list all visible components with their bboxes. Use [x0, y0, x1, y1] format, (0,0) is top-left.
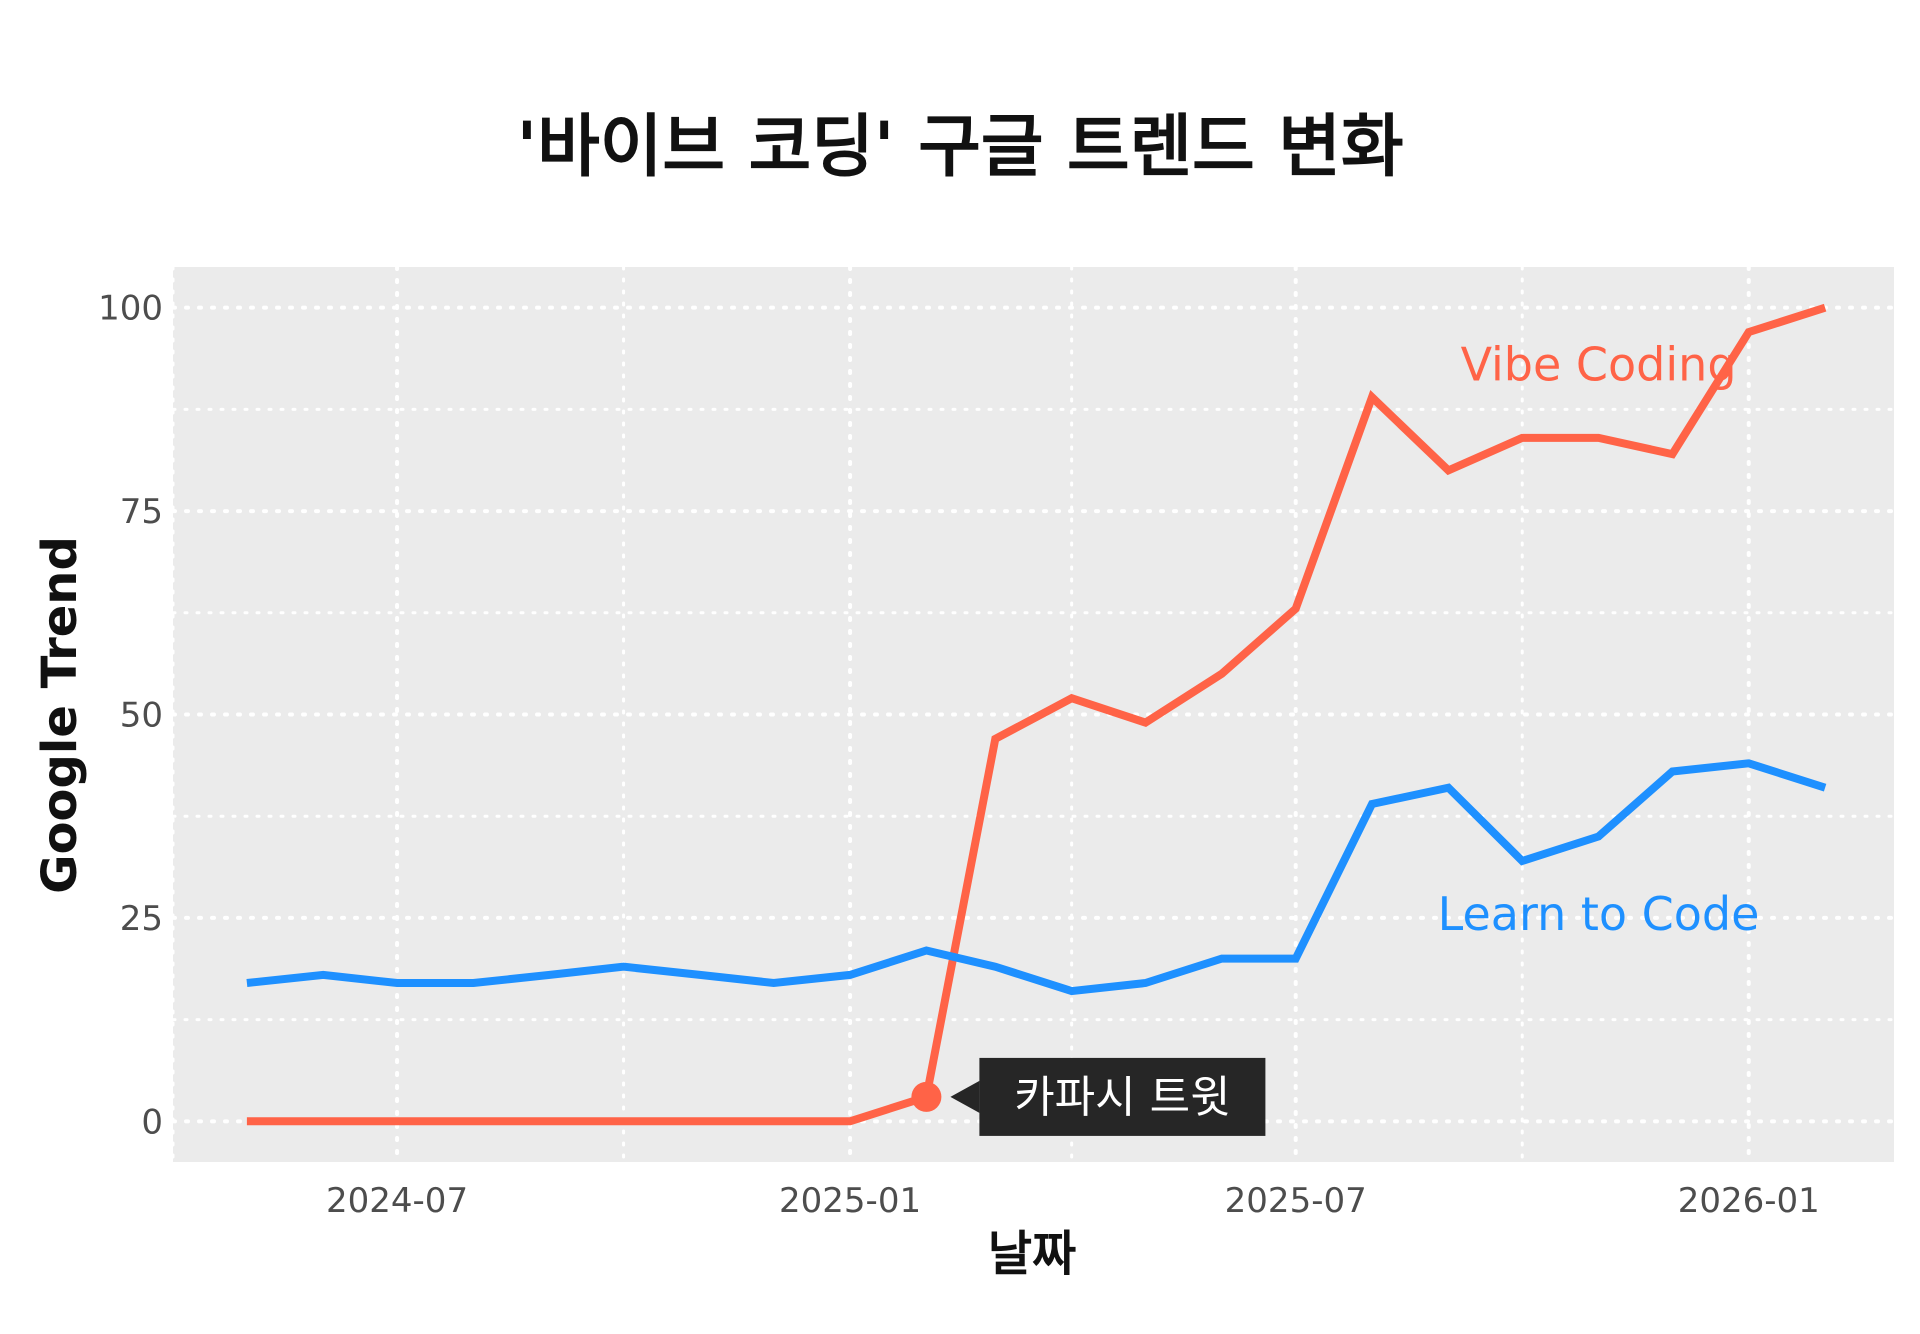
y-tick-label: 100 — [98, 289, 163, 329]
y-tick-label: 50 — [120, 696, 163, 736]
plot-area: 0 25 50 75 100 2024-07 2025-01 2025-07 2026-01 Vi… — [98, 265, 1896, 1221]
annotation-pointer — [950, 1080, 980, 1113]
annotation-text: 카파시 트윗 — [1014, 1072, 1230, 1123]
chart-title: '바이브 코딩' 구글 트렌드 변화 — [516, 108, 1403, 187]
x-tick-label: 2024-07 — [326, 1181, 468, 1221]
series-label-vibe-coding: Vibe Coding — [1461, 338, 1737, 392]
series-line-vibe-coding — [246, 303, 1827, 1126]
x-tick-label: 2026-01 — [1678, 1181, 1820, 1221]
y-axis-title: Google Trend — [32, 536, 88, 894]
series-line-learn-to-code — [246, 759, 1827, 996]
y-tick-label: 0 — [141, 1102, 163, 1142]
annotation-box — [979, 1057, 1266, 1136]
y-tick-label: 75 — [120, 492, 163, 532]
series-label-learn-to-code: Learn to Code — [1438, 887, 1760, 941]
x-axis-title: 날짜 — [988, 1226, 1076, 1282]
x-tick-label: 2025-07 — [1225, 1181, 1367, 1221]
y-tick-label: 25 — [120, 899, 163, 939]
x-tick-label: 2025-01 — [779, 1181, 921, 1221]
annotation-marker — [911, 1081, 942, 1112]
